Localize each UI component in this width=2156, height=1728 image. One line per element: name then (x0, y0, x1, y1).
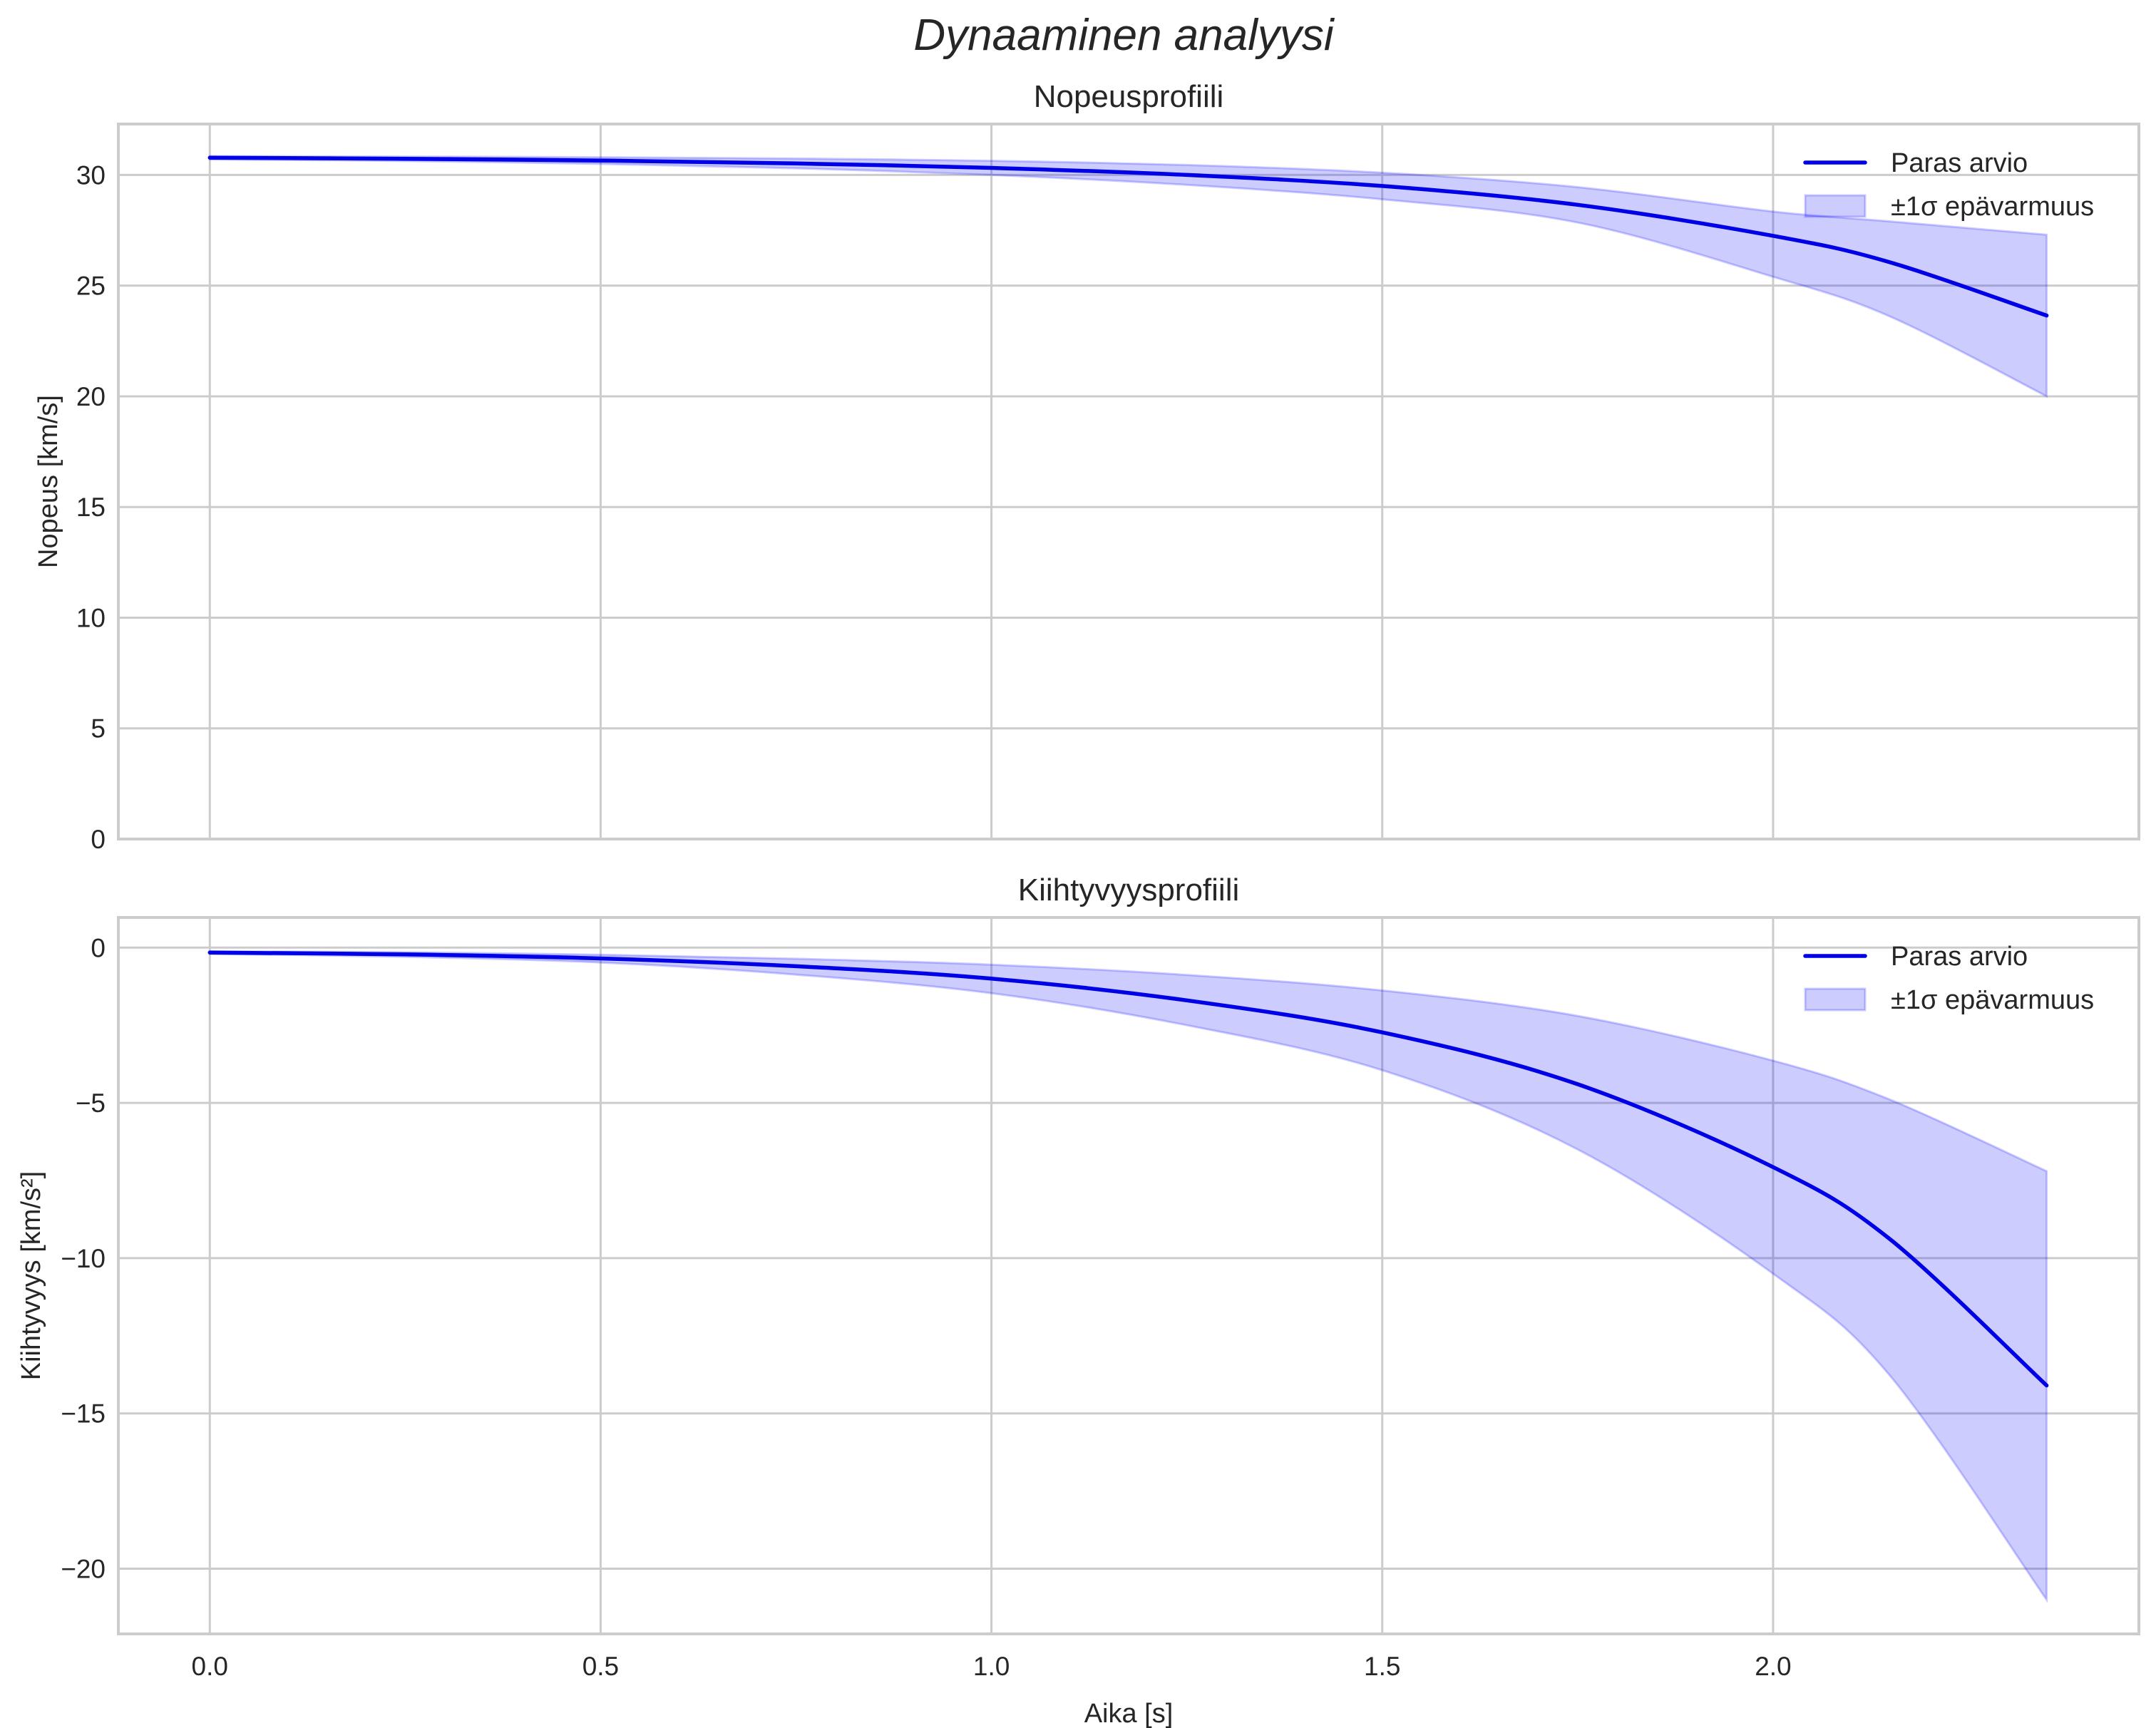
y-tick-label: 20 (76, 382, 106, 411)
x-tick-label: 2.0 (1755, 1652, 1791, 1681)
y-tick-label: 0 (91, 933, 106, 962)
acceleration-subplot: 0 −5 −10 −15 −20 0.0 0.5 1.0 1.5 2.0 Kiihtyvyyspro… (16, 873, 2140, 1728)
x-axis-label: Aika [s] (1084, 1699, 1174, 1728)
y-tick-label: 10 (76, 603, 106, 632)
figure-title: Dynaaminen analyysi (913, 11, 1335, 60)
y-axis-label: Kiihtyvyys [km/s²] (16, 1171, 46, 1380)
legend-label-best-estimate: Paras arvio (1891, 148, 2028, 178)
y-tick-label: 0 (91, 825, 106, 854)
legend-label-uncertainty: ±1σ epävarmuus (1891, 192, 2094, 222)
legend-band-swatch (1804, 194, 1867, 218)
y-tick-label: 15 (76, 493, 106, 522)
axes-frame (117, 916, 2140, 1635)
y-tick-label: 30 (76, 160, 106, 190)
grid (118, 917, 2139, 1634)
axes-frame (117, 123, 2140, 840)
x-tick-label: 1.5 (1364, 1652, 1400, 1681)
y-tick-label: 5 (91, 714, 106, 744)
subplot-title: Nopeusprofiili (1034, 79, 1224, 114)
y-tick-label: −10 (61, 1244, 106, 1273)
y-tick-label: −20 (61, 1555, 106, 1584)
x-tick-label: 1.0 (973, 1652, 1010, 1681)
best-estimate-line (207, 155, 2049, 318)
legend-label-uncertainty: ±1σ epävarmuus (1891, 985, 2094, 1015)
x-tick-label: 0.5 (582, 1652, 619, 1681)
velocity-subplot: 0 5 10 15 20 25 30 Nopeusprofiili Nopeus [km/s] P… (34, 79, 2140, 854)
legend: Paras arvio ±1σ epävarmuus (1803, 942, 2094, 1015)
uncertainty-band (208, 155, 2048, 398)
legend-label-best-estimate: Paras arvio (1891, 942, 2028, 972)
legend-band-swatch (1804, 987, 1867, 1012)
legend: Paras arvio ±1σ epävarmuus (1803, 148, 2094, 222)
best-estimate-line (207, 950, 2049, 1388)
y-tick-label: 25 (76, 272, 106, 301)
uncertainty-band (208, 950, 2048, 1603)
y-tick-label: −15 (61, 1399, 106, 1429)
x-tick-label: 0.0 (192, 1652, 228, 1681)
y-axis-label: Nopeus [km/s] (34, 395, 63, 568)
y-tick-label: −5 (76, 1089, 106, 1118)
subplot-title: Kiihtyvyysprofiili (1018, 873, 1240, 907)
